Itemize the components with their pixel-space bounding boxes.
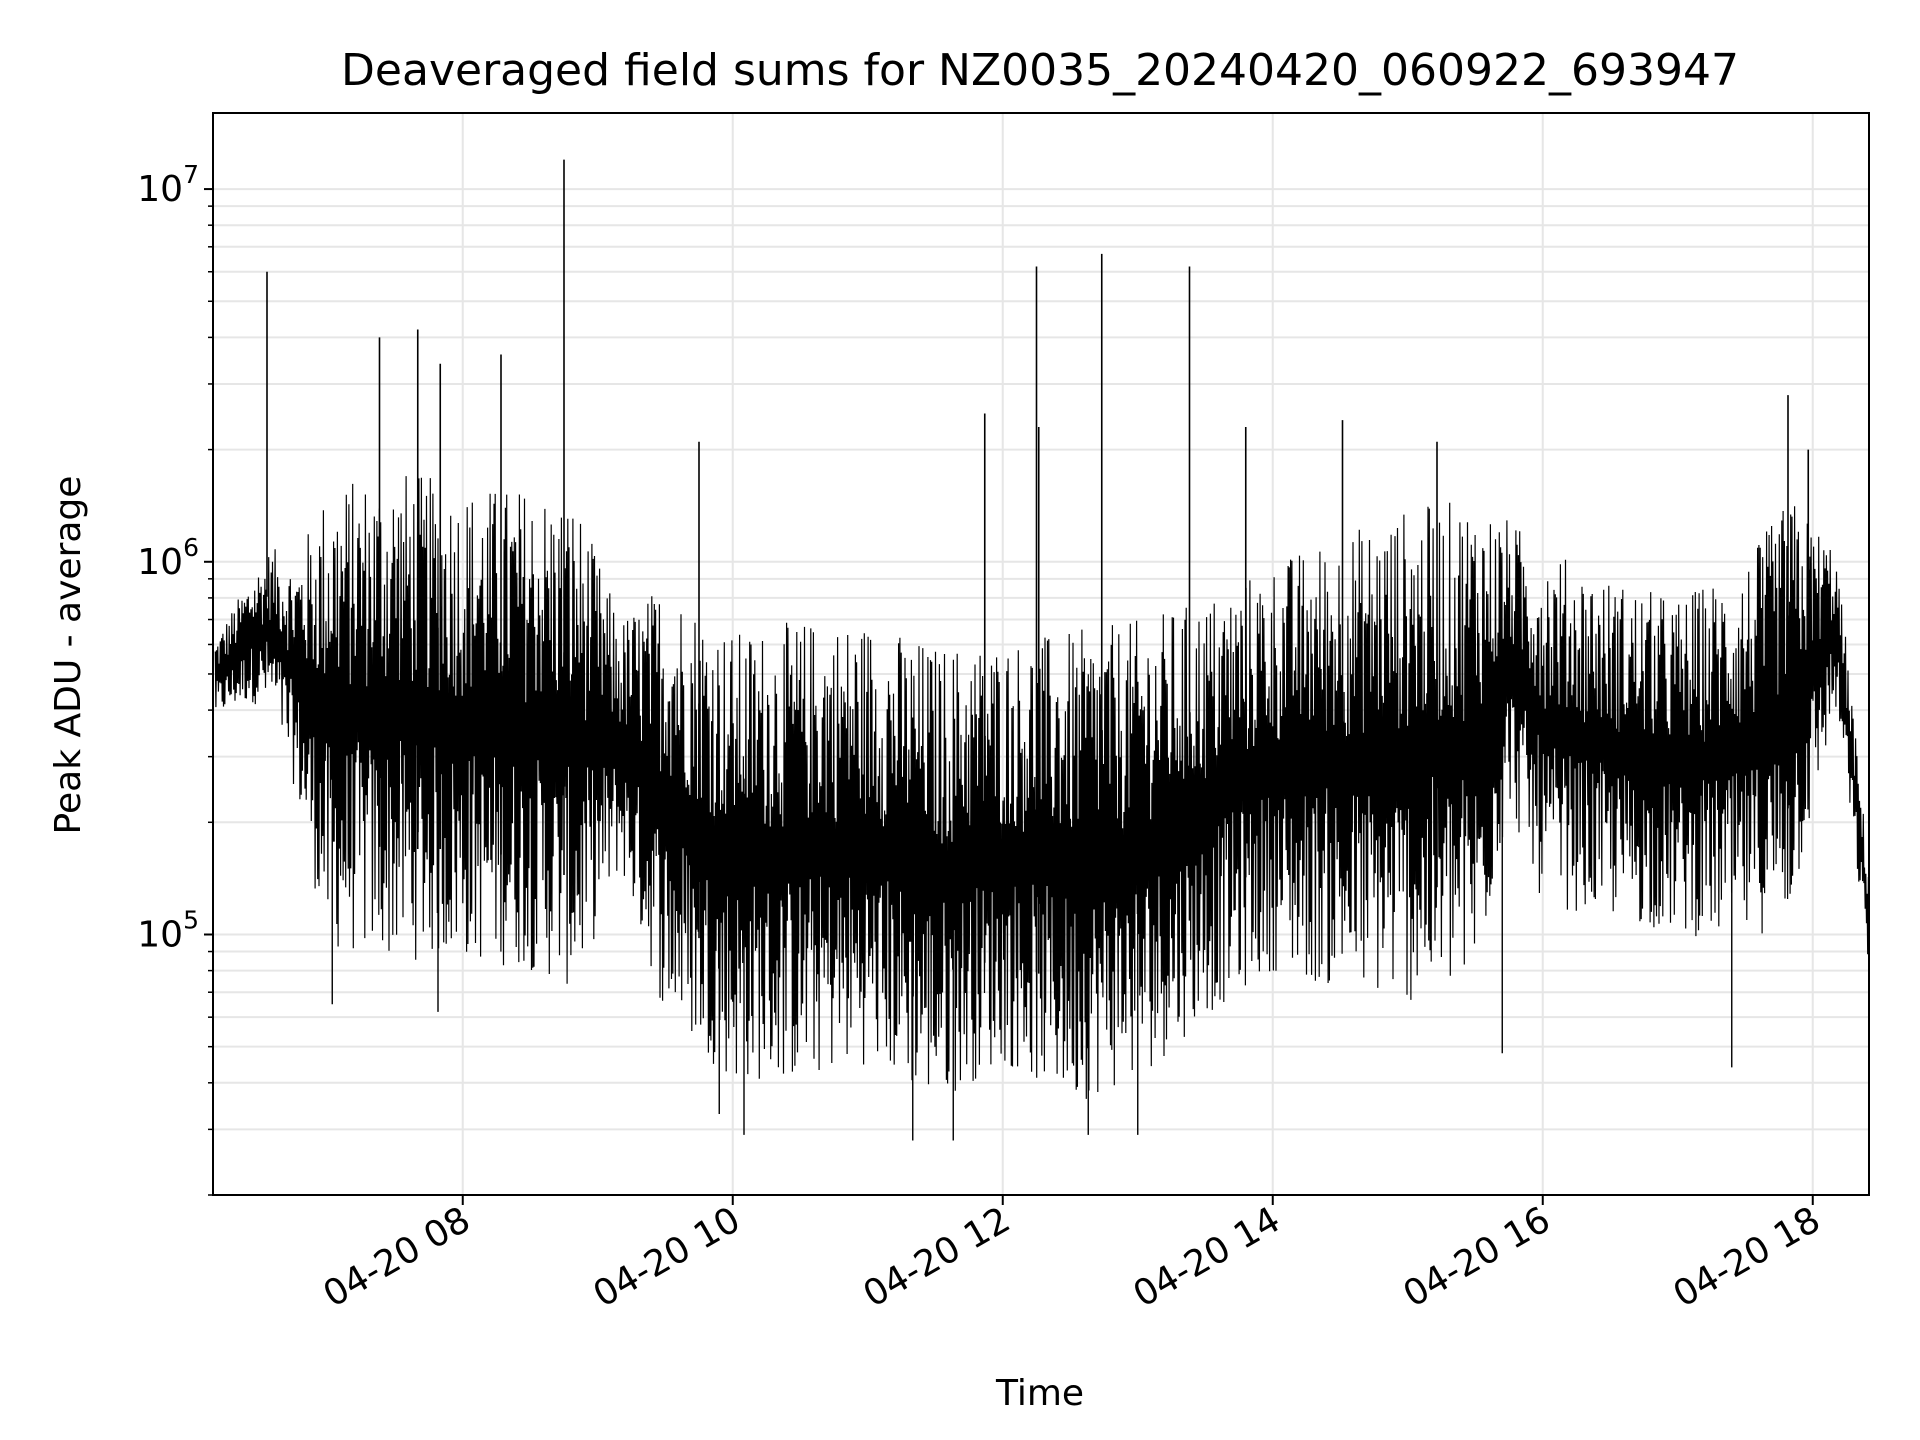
y-tick-label: 105	[137, 905, 199, 955]
series-peak-adu	[214, 159, 1869, 1141]
x-axis-label: Time	[995, 1373, 1084, 1414]
plot-frame	[212, 112, 1870, 1196]
y-axis-label: Peak ADU - average	[48, 476, 89, 835]
series-line	[214, 476, 1869, 1099]
y-tick-label: 106	[137, 533, 199, 583]
y-axis-ticks: 105 106 107	[137, 160, 213, 1196]
y-tick-label: 107	[137, 160, 199, 210]
chart-title: Deaveraged field sums for NZ0035_2024042…	[341, 45, 1739, 96]
